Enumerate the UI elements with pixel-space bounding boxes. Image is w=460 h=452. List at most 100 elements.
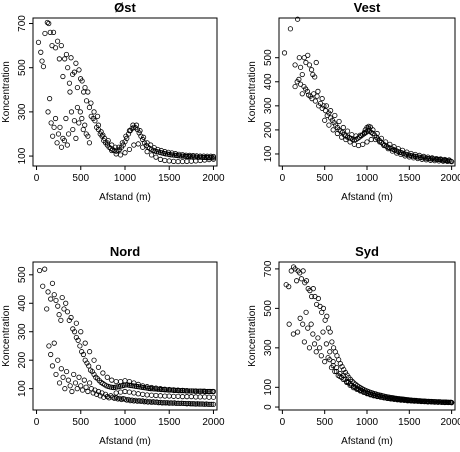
y-tick-label: 300	[263, 97, 274, 114]
data-point	[157, 393, 163, 399]
data-point	[156, 399, 162, 406]
data-point	[123, 133, 129, 139]
x-tick-label: 1000	[356, 417, 379, 428]
data-point	[300, 321, 306, 327]
x-axis-label: Afstand (m)	[99, 436, 151, 447]
y-tick-label: 400	[263, 73, 274, 90]
data-point	[327, 329, 333, 335]
panel-1: Vest 0 500 1000 1500 2000 100 200 300 400 500 Afsta…	[247, 0, 460, 203]
data-point	[130, 383, 136, 389]
x-tick-label: 2000	[202, 173, 225, 184]
data-point	[130, 122, 136, 128]
data-point	[122, 378, 128, 384]
data-point	[360, 141, 366, 147]
x-tick-label: 0	[34, 417, 40, 428]
data-point	[85, 388, 91, 395]
data-point	[54, 140, 60, 146]
data-point	[332, 112, 338, 119]
data-point	[158, 386, 164, 393]
data-point	[48, 296, 54, 302]
data-point	[176, 151, 182, 157]
y-tick-label: 400	[17, 294, 28, 311]
panel-title: Vest	[354, 0, 381, 15]
data-point	[58, 144, 65, 150]
data-point	[144, 392, 150, 398]
data-point	[313, 59, 319, 66]
data-point	[367, 124, 373, 130]
data-point	[70, 126, 76, 133]
data-point	[156, 386, 163, 392]
data-point	[432, 399, 438, 405]
data-point	[308, 293, 315, 300]
data-point	[35, 39, 42, 45]
data-point	[324, 313, 330, 319]
data-point	[326, 122, 332, 128]
data-point	[59, 294, 65, 301]
data-point	[67, 89, 73, 95]
data-point	[100, 132, 106, 138]
data-point	[377, 139, 383, 145]
data-point	[179, 152, 186, 158]
data-point	[63, 115, 69, 122]
data-point	[296, 76, 302, 82]
data-point	[79, 115, 85, 122]
data-point	[49, 363, 56, 369]
data-point	[71, 118, 78, 124]
data-point	[126, 389, 133, 395]
data-point	[55, 131, 62, 137]
data-point	[50, 133, 56, 139]
data-point	[297, 315, 303, 321]
data-point	[308, 321, 314, 327]
data-point	[377, 394, 384, 400]
data-point	[361, 389, 367, 395]
data-point	[166, 393, 172, 399]
data-point	[152, 399, 158, 405]
data-point	[287, 26, 294, 32]
data-point	[116, 144, 122, 150]
data-point	[281, 50, 288, 56]
data-point	[210, 156, 217, 162]
x-tick-label: 1000	[356, 173, 379, 184]
plot-frame	[278, 261, 456, 411]
data-point	[210, 153, 217, 160]
data-point	[86, 104, 93, 111]
data-point	[78, 329, 84, 335]
y-tick-label: 500	[263, 49, 274, 66]
data-point	[315, 295, 321, 302]
data-point	[165, 387, 171, 393]
data-point	[77, 343, 83, 349]
data-point	[314, 93, 320, 99]
panel-0: Øst 0 500 1000 1500 2000 100 300 500 700 Afstand (…	[1, 0, 225, 203]
data-point	[323, 341, 329, 347]
data-point	[131, 142, 137, 148]
data-point	[365, 128, 371, 134]
data-point	[39, 58, 45, 64]
data-point	[144, 149, 150, 155]
y-tick-label: 500	[17, 266, 28, 283]
data-point	[114, 384, 120, 390]
data-point	[199, 388, 205, 394]
series-points	[37, 266, 217, 407]
y-tick-label: 200	[17, 351, 28, 368]
data-point	[385, 146, 391, 152]
data-point	[374, 393, 380, 400]
data-point	[293, 278, 300, 284]
data-point	[321, 103, 327, 109]
data-point	[182, 400, 188, 407]
data-point	[194, 401, 201, 407]
data-point	[333, 368, 340, 375]
data-point	[85, 133, 91, 139]
data-point	[319, 96, 325, 102]
y-tick-label: 300	[263, 339, 274, 356]
data-point	[306, 62, 313, 68]
data-point	[73, 60, 79, 66]
data-point	[357, 132, 363, 138]
data-point	[202, 394, 208, 400]
data-point	[361, 129, 368, 135]
data-point	[301, 55, 307, 61]
data-point	[85, 89, 91, 95]
data-point	[135, 391, 141, 397]
data-point	[184, 394, 190, 400]
data-point	[322, 359, 328, 365]
data-point	[79, 78, 85, 84]
